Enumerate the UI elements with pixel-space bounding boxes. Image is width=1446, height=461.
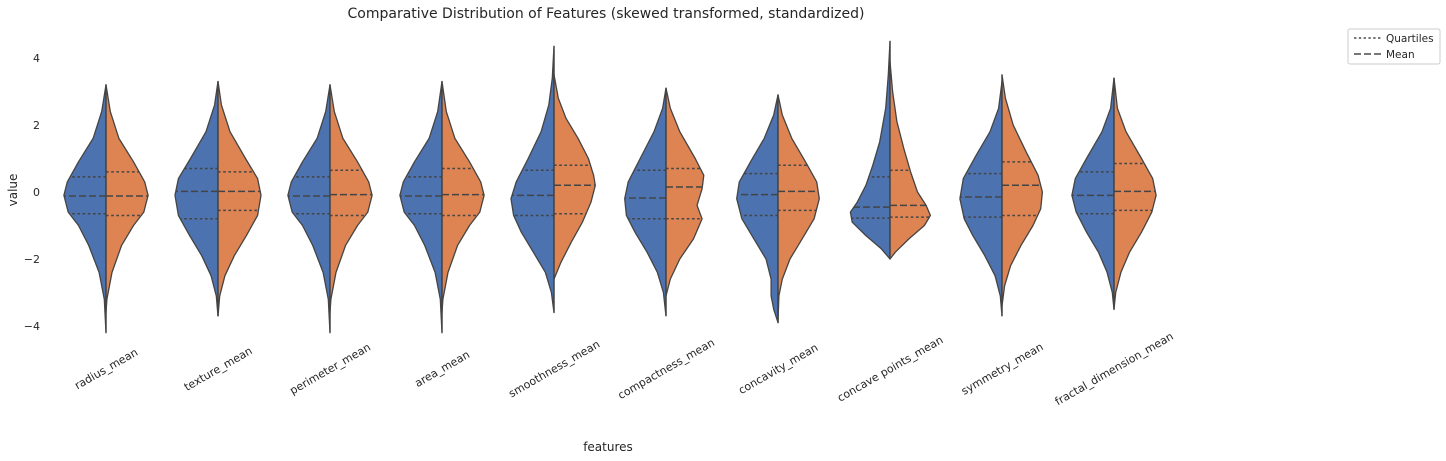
x-tick-label: compactness_mean	[616, 336, 717, 402]
violin-half-right	[1001, 74, 1044, 307]
violin-half-right	[1113, 77, 1157, 310]
violin-half-left	[63, 84, 107, 334]
y-tick-label: 0	[33, 186, 40, 199]
x-tick-label: texture_mean	[182, 344, 255, 393]
x-axis-label: features	[583, 440, 633, 454]
x-axis-ticks: radius_mean texture_mean perimeter_mean are…	[72, 330, 1175, 409]
violin-perimeter-mean	[287, 84, 373, 334]
chart-title: Comparative Distribution of Features (sk…	[348, 6, 865, 22]
y-tick-label: 2	[33, 119, 40, 132]
x-tick-label: concavity_mean	[736, 341, 820, 397]
violin-texture-mean	[174, 80, 262, 317]
violin-half-right	[777, 94, 820, 324]
violin-half-left	[849, 40, 891, 260]
violin-half-right	[889, 60, 932, 260]
violin-half-right	[553, 74, 596, 280]
violin-smoothness-mean	[510, 45, 596, 314]
violin-half-left	[510, 45, 555, 314]
violin-half-right	[329, 84, 373, 314]
violin-half-left	[1071, 77, 1115, 310]
legend-frame	[1347, 28, 1441, 65]
violin-concavity-mean	[736, 94, 820, 324]
violin-half-left	[736, 94, 779, 324]
violin-area-mean	[399, 80, 485, 334]
y-axis-label: value	[6, 174, 20, 207]
violin-symmetry-mean	[959, 74, 1044, 317]
violin-half-left	[174, 80, 219, 317]
violin-concave-points-mean	[849, 40, 932, 260]
legend: Quartiles Mean	[1347, 28, 1441, 65]
violin-radius-mean	[63, 84, 149, 334]
x-tick-label: radius_mean	[72, 346, 140, 393]
violin-half-left	[624, 87, 667, 317]
violin-half-right	[217, 80, 262, 317]
x-tick-label: smoothness_mean	[506, 338, 602, 401]
y-axis-ticks: 4 2 0 −2 −4	[24, 52, 40, 333]
y-tick-label: −2	[24, 253, 40, 266]
violin-half-right	[665, 87, 705, 297]
violin-half-left	[287, 84, 331, 334]
y-tick-label: 4	[33, 52, 40, 65]
x-tick-label: symmetry_mean	[959, 340, 1046, 398]
violin-half-left	[399, 80, 443, 334]
legend-quartiles-label: Quartiles	[1386, 33, 1434, 45]
x-tick-label: area_mean	[412, 348, 472, 390]
violin-group	[63, 40, 1157, 334]
violin-half-left	[959, 80, 1003, 317]
y-tick-label: −4	[24, 320, 40, 333]
x-tick-label: concave points_mean	[835, 333, 945, 404]
violin-compactness-mean	[624, 87, 705, 317]
violin-fractal-dimension-mean	[1071, 77, 1157, 310]
legend-mean-label: Mean	[1386, 49, 1415, 61]
x-tick-label: perimeter_mean	[288, 341, 373, 398]
violin-half-right	[105, 84, 149, 314]
violin-half-right	[441, 80, 485, 314]
x-tick-label: fractal_dimension_mean	[1053, 330, 1176, 409]
